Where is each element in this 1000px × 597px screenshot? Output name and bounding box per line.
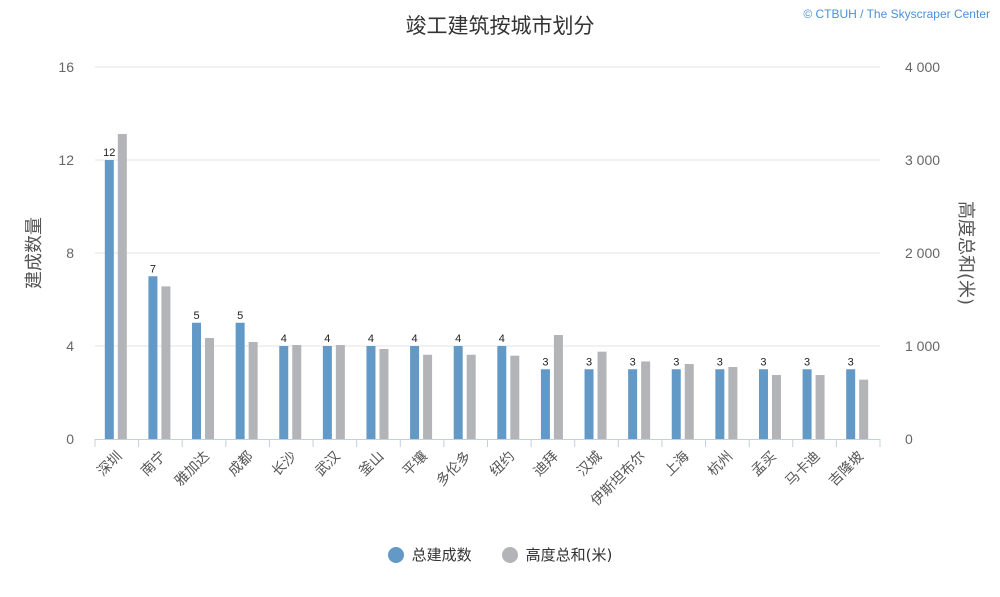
bar-height — [292, 344, 302, 439]
data-label: 4 — [412, 333, 418, 345]
x-tick-label: 釜山 — [356, 449, 387, 480]
x-tick-label: 马卡迪 — [782, 449, 823, 490]
bar-height — [335, 344, 345, 439]
data-label: 5 — [237, 310, 243, 322]
data-label: 3 — [542, 356, 548, 368]
bar-count — [540, 369, 550, 439]
legend: 总建成数 高度总和(米) — [0, 544, 1000, 565]
x-tick-label: 多伦多 — [433, 448, 475, 490]
data-label: 4 — [455, 333, 461, 345]
bar-count — [628, 369, 638, 439]
bar-count — [410, 346, 420, 439]
y-right-tick-label: 0 — [905, 431, 913, 447]
y-right-tick-label: 3 000 — [905, 152, 940, 168]
y-tick-label: 12 — [58, 152, 74, 168]
data-label: 3 — [673, 356, 679, 368]
bar-height — [597, 351, 607, 439]
x-tick-label: 迪拜 — [531, 449, 562, 480]
x-tick-label: 长沙 — [269, 449, 300, 480]
bar-height — [641, 361, 651, 439]
y-right-tick-label: 2 000 — [905, 245, 940, 261]
bar-height — [248, 342, 258, 439]
bar-height — [771, 375, 781, 439]
bar-height — [510, 355, 520, 439]
bar-height — [161, 286, 171, 439]
y-right-tick-label: 4 000 — [905, 59, 940, 75]
data-label: 4 — [368, 333, 374, 345]
y-right-axis-title: 高度总和(米) — [955, 201, 976, 305]
bar-height — [859, 379, 869, 439]
bar-height — [205, 338, 215, 439]
chart-title: 竣工建筑按城市划分 — [405, 14, 595, 38]
bar-count — [802, 369, 812, 439]
y-tick-label: 0 — [66, 431, 74, 447]
x-tick-label: 孟买 — [749, 449, 780, 480]
bar-count — [453, 346, 463, 439]
bar-height — [728, 367, 738, 439]
y-tick-label: 8 — [66, 245, 74, 261]
data-label: 3 — [586, 356, 592, 368]
x-tick-label: 深圳 — [95, 449, 126, 480]
bar-count — [846, 369, 856, 439]
bar-height — [684, 364, 694, 439]
bar-count — [148, 276, 158, 439]
x-tick-label: 吉隆坡 — [826, 449, 867, 490]
bar-count — [715, 369, 725, 439]
legend-marker — [501, 546, 518, 563]
data-label: 12 — [103, 147, 115, 159]
x-tick-label: 纽约 — [487, 449, 518, 480]
legend-marker — [387, 546, 404, 563]
data-label: 4 — [281, 333, 287, 345]
y-right-tick-label: 1 000 — [905, 338, 940, 354]
x-tick-label: 杭州 — [705, 449, 736, 480]
legend-item-height[interactable]: 高度总和(米) — [501, 544, 613, 565]
bar-count — [322, 346, 332, 439]
bar-count — [192, 322, 202, 439]
data-label: 4 — [324, 333, 330, 345]
legend-item-count[interactable]: 总建成数 — [387, 544, 472, 565]
x-tick-label: 南宁 — [137, 448, 169, 480]
data-label: 3 — [630, 356, 636, 368]
data-label: 3 — [760, 356, 766, 368]
bar-count — [671, 369, 681, 439]
bar-height — [815, 375, 825, 439]
data-label: 3 — [804, 356, 810, 368]
bar-count — [235, 322, 245, 439]
data-label: 3 — [848, 356, 854, 368]
y-tick-label: 16 — [58, 59, 74, 75]
bar-count — [104, 160, 114, 439]
x-tick-label: 成都 — [225, 449, 256, 480]
bar-count — [497, 346, 507, 439]
data-label: 4 — [499, 333, 505, 345]
bar-height — [379, 348, 389, 439]
x-tick-label: 上海 — [661, 449, 692, 480]
bar-count — [584, 369, 594, 439]
bar-height — [466, 354, 476, 439]
bar-height — [423, 354, 433, 439]
data-label: 5 — [193, 310, 199, 322]
legend-label: 总建成数 — [411, 546, 472, 564]
bar-count — [279, 346, 289, 439]
y-tick-label: 4 — [66, 338, 74, 354]
x-tick-label: 武汉 — [313, 449, 344, 480]
bar-count — [758, 369, 768, 439]
y-axis-title: 建成数量 — [24, 217, 45, 289]
x-tick-label: 平壤 — [399, 448, 431, 480]
bar-height — [553, 335, 563, 439]
x-tick-label: 雅加达 — [172, 449, 213, 490]
x-tick-label: 汉城 — [574, 449, 605, 480]
bar-count — [366, 346, 376, 439]
credit-link[interactable]: © CTBUH / The Skyscraper Center — [803, 7, 990, 21]
data-label: 7 — [150, 263, 156, 275]
data-label: 3 — [717, 356, 723, 368]
legend-label: 高度总和(米) — [525, 546, 613, 564]
bar-height — [117, 133, 127, 439]
